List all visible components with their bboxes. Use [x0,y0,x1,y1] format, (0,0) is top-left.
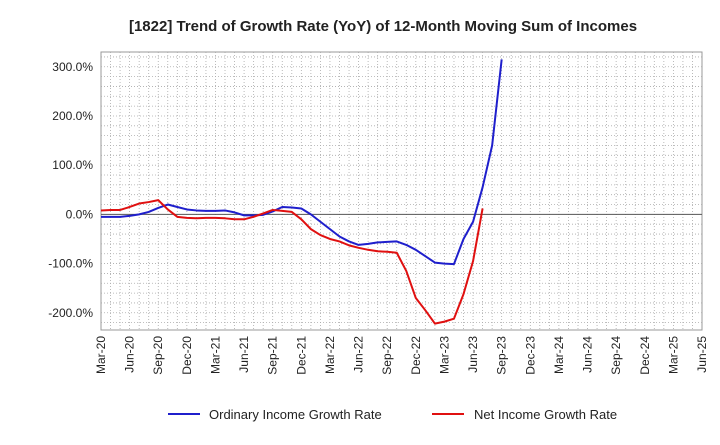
axes: 300.0% 200.0% 100.0% 0.0% -100.0% -200.0% Mar-… [48,60,709,375]
legend-label: Ordinary Income Growth Rate [209,407,382,422]
x-tick-label: Sep-20 [151,336,165,375]
x-tick-label: Jun-21 [237,336,251,373]
x-tick-label: Dec-24 [638,336,652,375]
plot-frame [100,51,703,331]
x-tick-label: Mar-20 [94,336,108,374]
x-tick-label: Dec-23 [523,336,537,375]
x-tick-label: Mar-24 [552,336,566,374]
y-tick-label: 100.0% [52,158,93,172]
y-tick-label: 200.0% [52,109,93,123]
x-tick-label: Mar-25 [666,336,680,374]
x-tick-label: Sep-22 [380,336,394,375]
legend-label: Net Income Growth Rate [474,407,617,422]
grid [100,51,703,331]
y-tick-label: 300.0% [52,60,93,74]
x-tick-label: Sep-21 [266,336,280,375]
series-line-2 [100,199,484,325]
x-tick-label: Mar-21 [208,336,222,374]
y-tick-label: 0.0% [66,207,94,221]
x-tick-label: Mar-23 [437,336,451,374]
y-tick-label: -200.0% [48,306,93,320]
series-line-1 [101,59,503,266]
series-lines [100,59,503,325]
x-tick-label: Sep-23 [495,336,509,375]
x-tick-label: Mar-22 [323,336,337,374]
x-tick-label: Jun-22 [352,336,366,373]
x-tick-label: Jun-25 [695,336,709,373]
x-tick-label: Dec-20 [180,336,194,375]
x-tick-label: Jun-20 [123,336,137,373]
x-tick-label: Jun-24 [581,336,595,373]
chart-title: [1822] Trend of Growth Rate (YoY) of 12-… [129,18,637,35]
x-tick-label: Jun-23 [466,336,480,373]
x-tick-label: Dec-22 [409,336,423,375]
legend: Ordinary Income Growth Rate Net Income Gr… [168,407,617,422]
y-tick-label: -100.0% [48,257,93,271]
x-tick-label: Dec-21 [294,336,308,375]
x-tick-label: Sep-24 [609,336,623,375]
